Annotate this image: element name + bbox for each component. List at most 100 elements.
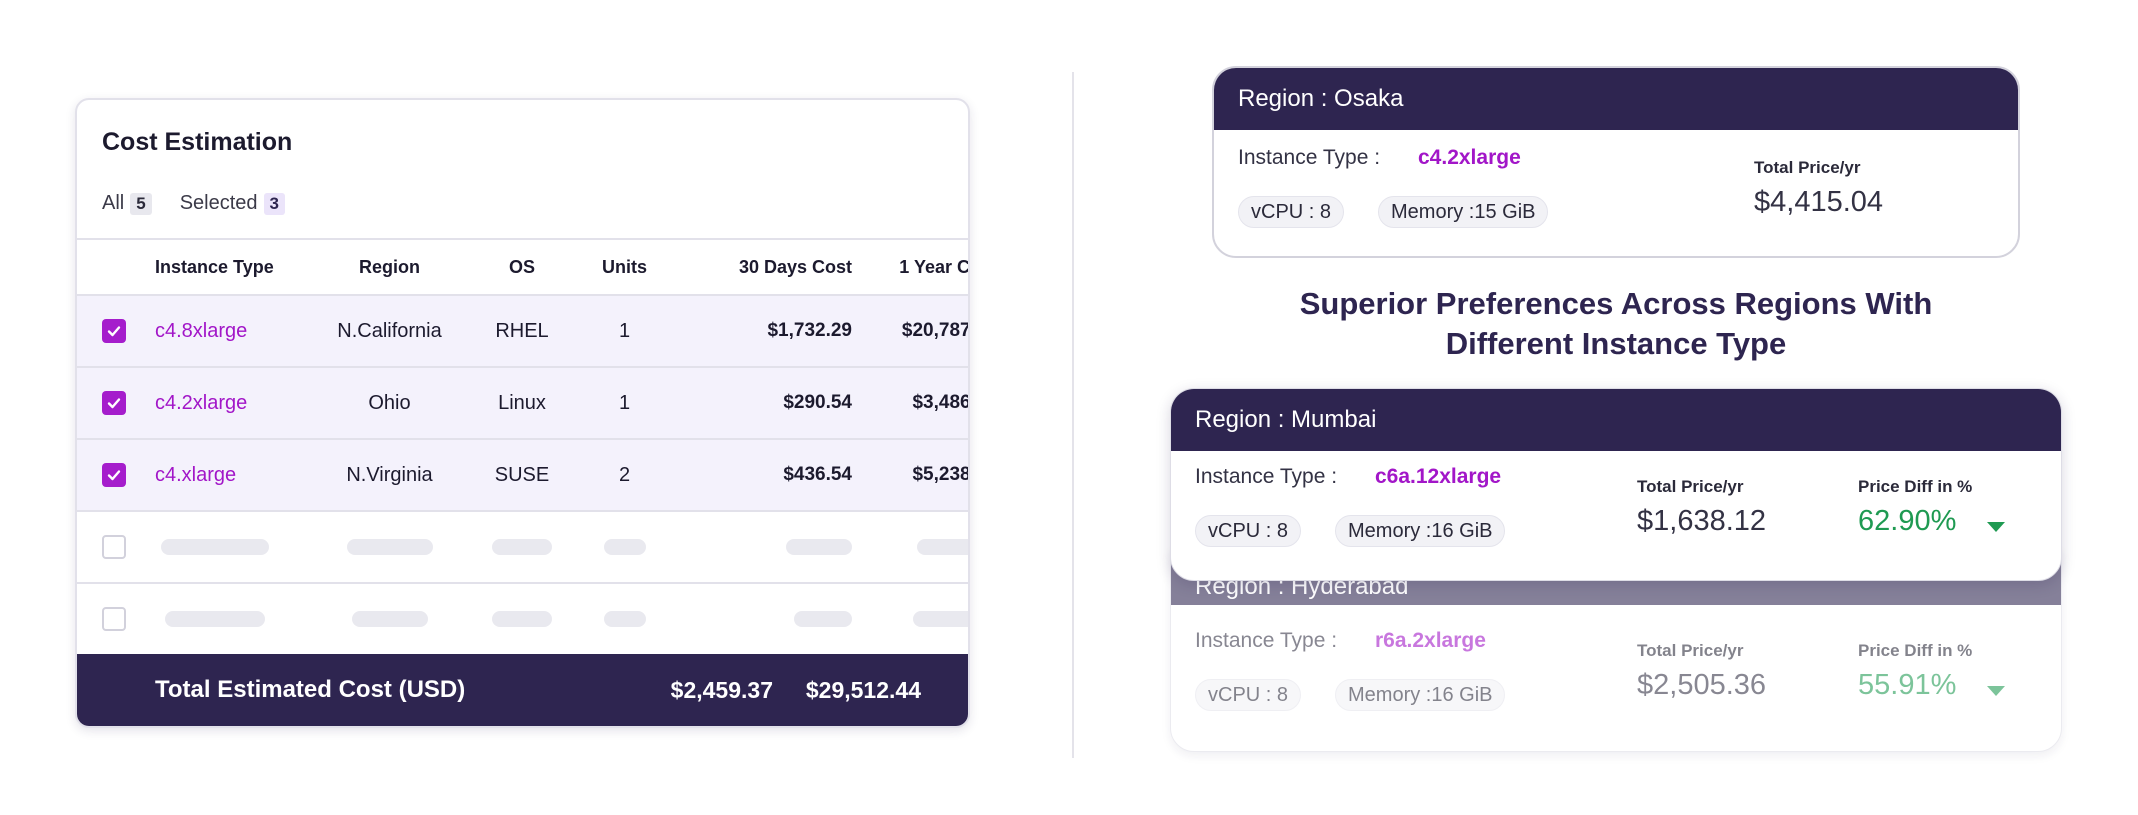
memory-pill: Memory :16 GiB [1335,515,1506,547]
check-icon [107,470,121,481]
skeleton-cell [657,512,852,582]
cell-instance-type: c4.2xlarge [155,368,305,438]
instance-type-link[interactable]: c4.xlarge [155,463,237,486]
price-diff-value: 62.90% [1858,505,1957,537]
cell-units: 1 [618,319,631,342]
cell-units: 1 [618,391,631,414]
skeleton-cell [472,584,572,654]
total-price-label: Total Price/yr [1637,477,1744,496]
tab-all[interactable]: All 5 [102,192,152,215]
skeleton-cell [155,512,305,582]
memory-pill: Memory :15 GiB [1378,196,1549,228]
instance-type-label: Instance Type : [1195,629,1338,652]
col-region[interactable]: Region [359,256,420,277]
instance-type-link[interactable]: c4.8xlarge [155,319,248,342]
total-price-value: $4,415.04 [1754,186,1884,218]
instance-type-value: r6a.2xlarge [1375,629,1486,652]
col-units[interactable]: Units [602,256,647,277]
checkbox-cell [101,296,127,366]
skeleton-cell [155,584,305,654]
region-title: Region : Osaka [1214,68,2018,130]
region-card-osaka[interactable]: Region : Osaka Instance Type : c4.2xlarg… [1212,66,2020,258]
cell-1-year-cost: $3,486.48 [912,392,970,413]
total-price-value: $1,638.12 [1637,505,1767,537]
tab-selected-label: Selected [179,192,258,214]
vcpu-pill: vCPU : 8 [1195,679,1302,711]
col-1-year-cost[interactable]: 1 Year Cost [899,256,970,277]
total-price-value: $2,505.36 [1637,669,1767,701]
vertical-divider [1072,72,1074,758]
price-diff-label: Price Diff in % [1858,477,1973,496]
instance-type-label: Instance Type : [1195,465,1338,488]
skeleton-cell [307,584,472,654]
col-instance-type[interactable]: Instance Type [155,256,274,277]
row-checkbox[interactable] [102,319,126,343]
table-header: Instance Type Region OS Units 30 Days Co… [77,238,968,294]
cell-region: N.California [337,319,442,342]
col-30-days-cost[interactable]: 30 Days Cost [738,256,852,277]
skeleton-bar [161,539,269,555]
cell-os: SUSE [494,463,550,486]
skeleton-bar [165,611,265,627]
price-diff-label: Price Diff in % [1858,641,1973,660]
skeleton-bar [917,539,968,555]
skeleton-cell [472,512,572,582]
cell-30-days-cost: $436.54 [783,464,852,485]
skeleton-bar [603,611,646,627]
skeleton-bar [492,539,552,555]
skeleton-cell [857,512,968,582]
cell-os: RHEL [495,319,549,342]
table-row[interactable]: c4.xlarge N.Virginia SUSE 2 $436.54 $5,2… [77,438,968,510]
checkbox-cell [101,368,127,438]
vcpu-pill: vCPU : 8 [1238,196,1345,228]
check-icon [107,398,121,409]
check-icon [107,326,121,337]
total-label: Total Estimated Cost (USD) [155,676,466,703]
instance-type-label: Instance Type : [1238,146,1381,169]
checkbox-cell [101,512,127,582]
cell-30-days-cost: $1,732.29 [767,320,852,341]
region-card-hyderabad[interactable]: Region : Hyderabad Instance Type : r6a.2… [1170,548,2062,752]
table-row[interactable]: c4.8xlarge N.California RHEL 1 $1,732.29… [77,294,968,366]
skeleton-cell [577,584,672,654]
region-title: Region : Mumbai [1171,389,2061,451]
checkbox-cell [101,584,127,654]
tab-all-count: 5 [130,192,152,215]
cell-1-year-cost: $20,787.48 [901,320,970,341]
row-checkbox[interactable] [102,391,126,415]
tab-selected[interactable]: Selected 3 [179,192,286,215]
cost-estimation-card: Cost Estimation All 5 Selected 3 Instanc… [75,98,970,728]
cell-units: 2 [618,463,631,486]
tab-all-label: All [102,192,125,214]
cell-30-days-cost: $290.54 [783,392,852,413]
total-price-label: Total Price/yr [1754,158,1861,177]
caret-down-icon [1987,522,2005,532]
table-row[interactable]: c4.2xlarge Ohio Linux 1 $290.54 $3,486.4… [77,366,968,438]
cell-instance-type: c4.8xlarge [155,296,305,366]
skeleton-bar [351,611,428,627]
instance-type-link[interactable]: c4.2xlarge [155,391,248,414]
price-diff-value: 55.91% [1858,669,1957,701]
row-checkbox[interactable] [102,535,126,559]
skeleton-cell [307,512,472,582]
tab-selected-count: 3 [263,192,286,215]
cell-os: Linux [498,391,546,414]
table-row-placeholder[interactable] [77,582,968,654]
cost-table: Instance Type Region OS Units 30 Days Co… [77,238,968,654]
section-heading-line-1: Superior Preferences Across Regions With [1299,286,1933,321]
total-30-days-cost: $2,459.37 [670,676,773,703]
instance-type-value: c6a.12xlarge [1375,465,1502,488]
total-estimated-cost-bar: Total Estimated Cost (USD) $2,459.37 $29… [77,654,968,726]
skeleton-bar [794,611,852,627]
checkbox-cell [101,440,127,510]
filter-tabs: All 5 Selected 3 [102,192,313,215]
section-heading-line-2: Different Instance Type [1445,326,1787,361]
row-checkbox[interactable] [102,607,126,631]
region-card-mumbai[interactable]: Region : Mumbai Instance Type : c6a.12xl… [1170,388,2062,581]
skeleton-cell [857,584,968,654]
col-os[interactable]: OS [508,256,535,277]
cell-region: Ohio [368,391,411,414]
row-checkbox[interactable] [102,463,126,487]
table-row-placeholder[interactable] [77,510,968,582]
card-title: Cost Estimation [102,128,293,156]
